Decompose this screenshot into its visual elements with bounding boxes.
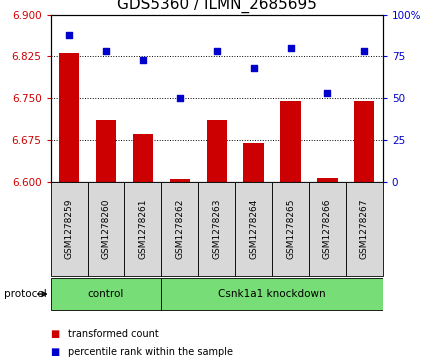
Text: GSM1278260: GSM1278260 [102, 199, 110, 259]
Bar [51, 182, 88, 276]
Text: GSM1278263: GSM1278263 [212, 199, 221, 259]
Point [361, 48, 368, 54]
Point [103, 48, 110, 54]
Point [176, 95, 183, 101]
Bar [346, 182, 383, 276]
Bar [161, 278, 383, 310]
Text: GSM1278259: GSM1278259 [65, 199, 73, 259]
Text: transformed count: transformed count [68, 329, 159, 339]
Text: GSM1278267: GSM1278267 [360, 199, 369, 259]
Point [250, 65, 257, 71]
Title: GDS5360 / ILMN_2685695: GDS5360 / ILMN_2685695 [117, 0, 317, 13]
Point [139, 57, 147, 62]
Text: Csnk1a1 knockdown: Csnk1a1 knockdown [218, 289, 326, 299]
Bar [133, 134, 153, 182]
Point [213, 48, 220, 54]
Bar [161, 182, 198, 276]
Bar [272, 182, 309, 276]
Text: ■: ■ [51, 347, 60, 357]
Bar [125, 182, 161, 276]
Point [287, 45, 294, 51]
Text: ■: ■ [51, 329, 60, 339]
Text: GSM1278264: GSM1278264 [249, 199, 258, 259]
Bar [317, 178, 337, 182]
Bar [59, 53, 79, 181]
Text: GSM1278262: GSM1278262 [175, 199, 184, 259]
Text: GSM1278261: GSM1278261 [138, 199, 147, 259]
Text: control: control [88, 289, 124, 299]
Bar [96, 120, 116, 182]
Bar [280, 101, 301, 182]
Text: GSM1278265: GSM1278265 [286, 199, 295, 259]
Point [66, 32, 73, 37]
Bar [170, 179, 190, 182]
Bar [309, 182, 346, 276]
Text: GSM1278266: GSM1278266 [323, 199, 332, 259]
Point [324, 90, 331, 96]
Bar [354, 101, 374, 182]
Bar [243, 143, 264, 182]
Bar [235, 182, 272, 276]
Bar [51, 278, 161, 310]
Text: percentile rank within the sample: percentile rank within the sample [68, 347, 233, 357]
Bar [206, 120, 227, 182]
Bar [198, 182, 235, 276]
Bar [88, 182, 125, 276]
Text: protocol: protocol [4, 289, 47, 299]
